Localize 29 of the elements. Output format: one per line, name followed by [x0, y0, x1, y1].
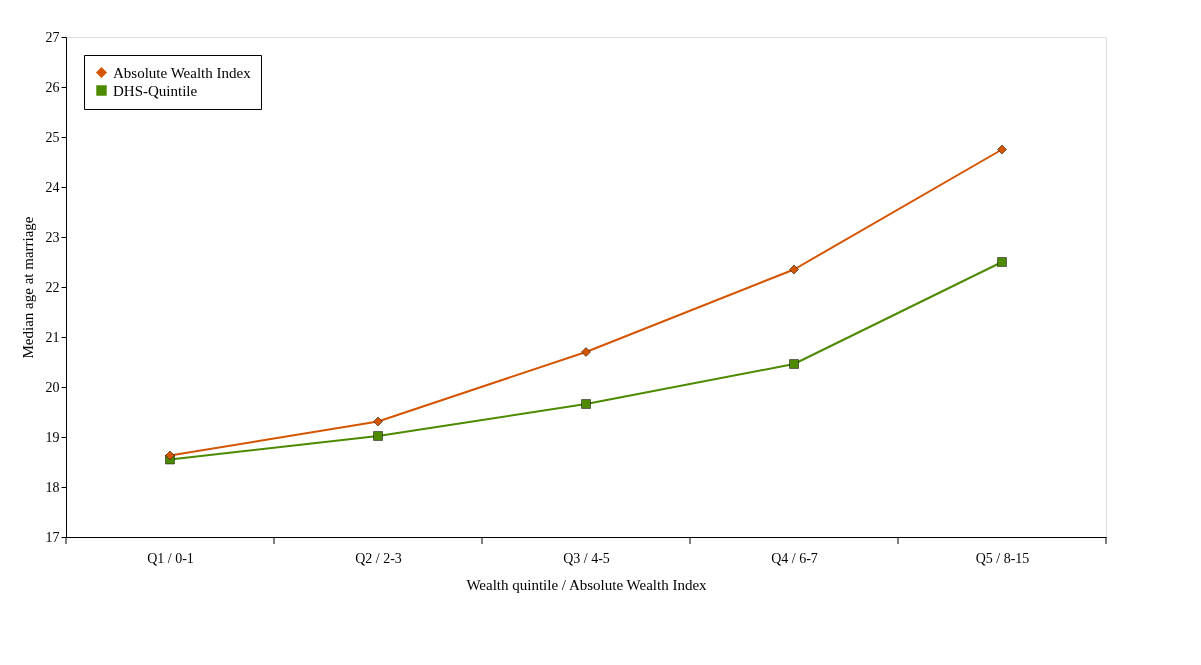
point	[581, 399, 591, 409]
legend-label: Absolute Wealth Index	[113, 64, 252, 81]
y-tick-label: 25	[45, 129, 60, 145]
x-tick-label: Q4 / 6-7	[771, 550, 818, 566]
y-tick-label: 24	[45, 179, 60, 195]
point	[789, 264, 799, 275]
legend-label: DHS-Quintile	[113, 82, 198, 99]
point	[373, 416, 383, 427]
point	[789, 359, 799, 369]
x-tick-label: Q1 / 0-1	[147, 550, 194, 566]
point	[997, 257, 1007, 267]
x-tick-label: Q2 / 2-3	[355, 550, 402, 566]
x-axis-title: Wealth quintile / Absolute Wealth Index	[466, 576, 708, 593]
y-axis-title: Median age at marriage	[19, 216, 36, 359]
y-tick-label: 23	[45, 229, 60, 245]
y-tick-label: 22	[45, 279, 60, 295]
y-tick-label: 18	[45, 479, 60, 495]
point	[581, 347, 591, 357]
point	[373, 431, 383, 441]
y-tick-label: 21	[45, 329, 60, 345]
y-tick-label: 20	[45, 379, 60, 395]
point	[165, 450, 175, 461]
y-tick-label: 26	[45, 79, 60, 95]
y-tick-label: 17	[45, 529, 60, 545]
x-tick-label: Q5 / 8-15	[975, 550, 1030, 566]
y-tick-label: 27	[45, 29, 60, 45]
y-tick-label: 19	[45, 429, 60, 445]
x-tick-label: Q3 / 4-5	[563, 550, 610, 566]
point	[997, 144, 1007, 155]
